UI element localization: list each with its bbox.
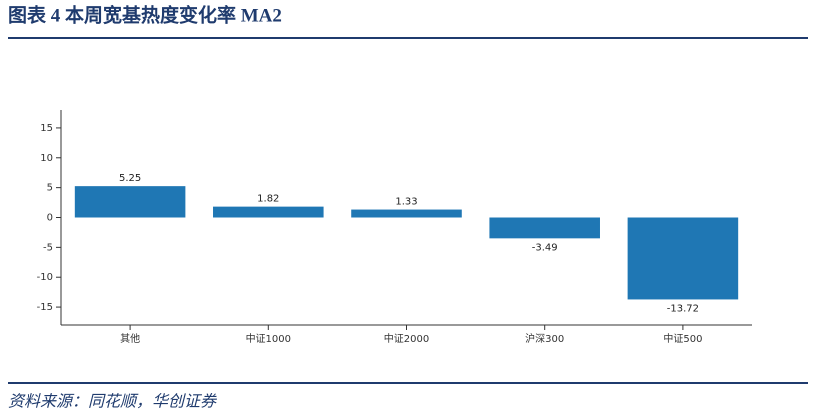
- y-tick-label: -15: [37, 302, 53, 313]
- x-tick-label: 沪深300: [525, 332, 564, 345]
- bar: [351, 209, 462, 218]
- bar: [74, 186, 186, 218]
- value-label: -13.72: [667, 303, 699, 314]
- y-tick-label: 15: [40, 123, 53, 134]
- bar: [627, 217, 739, 300]
- value-label: -3.49: [532, 242, 558, 253]
- source: 资料来源：同花顺，华创证券: [8, 392, 218, 411]
- value-label: 5.25: [119, 173, 141, 184]
- y-tick-label: 0: [47, 213, 53, 224]
- x-tick-label: 中证500: [663, 332, 702, 345]
- y-tick-label: 10: [40, 153, 53, 164]
- x-tick-label: 中证1000: [246, 332, 291, 345]
- value-label: 1.82: [257, 194, 279, 205]
- y-tick-label: -5: [43, 242, 53, 253]
- bar: [489, 217, 600, 239]
- y-tick-label: 5: [47, 183, 53, 194]
- x-tick-label: 中证2000: [384, 332, 429, 345]
- bar: [213, 206, 324, 218]
- value-label: 1.33: [395, 197, 417, 208]
- x-tick-label: 其他: [120, 332, 140, 345]
- page-title: 图表 4 本周宽基热度变化率 MA2: [8, 3, 282, 26]
- y-tick-label: -10: [37, 272, 53, 283]
